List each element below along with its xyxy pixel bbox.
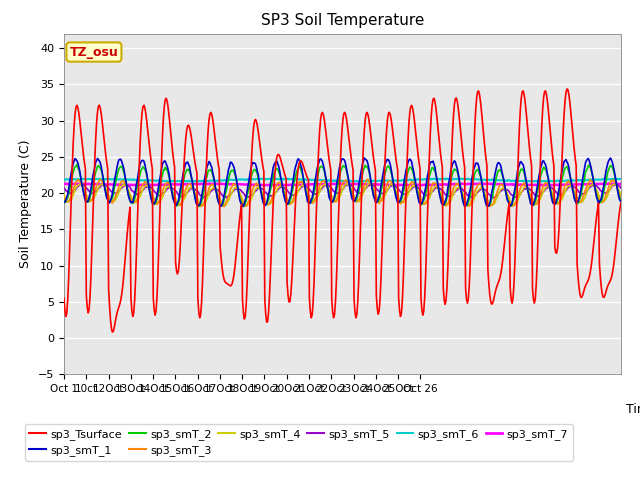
Line: sp3_smT_6: sp3_smT_6: [64, 179, 621, 181]
sp3_smT_5: [313, 191, 321, 196]
sp3_smT_1: [60, 199, 68, 204]
sp3_smT_4: [159, 194, 166, 200]
sp3_smT_1: [389, 178, 397, 184]
sp3_smT_3: [481, 193, 489, 199]
sp3_smT_2: [73, 162, 81, 168]
Line: sp3_smT_1: sp3_smT_1: [64, 158, 621, 206]
sp3_smT_7: [60, 181, 68, 187]
sp3_smT_1: [159, 161, 166, 167]
sp3_smT_6: [480, 177, 488, 182]
sp3_smT_2: [434, 180, 442, 186]
sp3_smT_3: [314, 189, 322, 194]
sp3_smT_6: [284, 176, 292, 181]
sp3_smT_3: [60, 195, 68, 201]
sp3_smT_1: [433, 175, 440, 181]
sp3_smT_1: [360, 155, 368, 161]
sp3_smT_2: [390, 182, 398, 188]
sp3_smT_3: [159, 186, 167, 192]
sp3_smT_6: [617, 176, 625, 182]
sp3_smT_4: [313, 196, 321, 202]
sp3_smT_6: [545, 179, 552, 184]
sp3_smT_5: [390, 182, 398, 188]
sp3_smT_5: [368, 181, 376, 187]
sp3_smT_3: [205, 185, 213, 191]
sp3_Tsurface: [433, 113, 440, 119]
sp3_smT_6: [159, 178, 166, 184]
sp3_smT_4: [617, 192, 625, 198]
Title: SP3 Soil Temperature: SP3 Soil Temperature: [260, 13, 424, 28]
sp3_smT_6: [60, 177, 68, 183]
sp3_Tsurface: [563, 86, 571, 92]
sp3_smT_3: [617, 195, 625, 201]
sp3_smT_7: [476, 180, 483, 186]
sp3_smT_6: [313, 177, 321, 183]
sp3_smT_4: [481, 191, 489, 197]
Line: sp3_smT_7: sp3_smT_7: [64, 183, 621, 185]
Y-axis label: Soil Temperature (C): Soil Temperature (C): [19, 140, 33, 268]
sp3_smT_1: [204, 163, 211, 169]
sp3_smT_3: [196, 204, 204, 210]
sp3_smT_7: [159, 182, 166, 188]
sp3_smT_2: [204, 168, 212, 174]
sp3_smT_4: [434, 184, 442, 190]
sp3_smT_7: [432, 182, 440, 188]
sp3_smT_7: [480, 181, 488, 187]
sp3_smT_7: [617, 181, 625, 187]
sp3_smT_7: [204, 181, 211, 187]
sp3_smT_4: [60, 192, 68, 197]
sp3_smT_7: [541, 182, 548, 188]
sp3_smT_3: [97, 177, 104, 182]
sp3_smT_4: [219, 203, 227, 209]
sp3_smT_2: [60, 198, 68, 204]
sp3_smT_5: [434, 184, 442, 190]
sp3_Tsurface: [60, 295, 68, 301]
sp3_smT_3: [390, 184, 398, 190]
sp3_smT_3: [434, 184, 442, 190]
sp3_Tsurface: [159, 114, 167, 120]
sp3_Tsurface: [313, 194, 321, 200]
sp3_smT_5: [200, 195, 208, 201]
sp3_smT_2: [159, 167, 167, 173]
sp3_smT_5: [159, 191, 166, 196]
Line: sp3_Tsurface: sp3_Tsurface: [64, 89, 621, 332]
Text: TZ_osu: TZ_osu: [70, 46, 118, 59]
sp3_smT_6: [389, 178, 397, 183]
sp3_Tsurface: [204, 128, 212, 134]
sp3_Tsurface: [480, 138, 488, 144]
sp3_smT_4: [390, 184, 398, 190]
sp3_smT_7: [312, 181, 320, 187]
sp3_smT_2: [314, 172, 322, 178]
Line: sp3_smT_4: sp3_smT_4: [64, 183, 621, 206]
sp3_smT_5: [204, 192, 212, 198]
sp3_smT_6: [204, 178, 211, 184]
sp3_smT_5: [617, 185, 625, 191]
sp3_smT_1: [312, 174, 320, 180]
Line: sp3_smT_2: sp3_smT_2: [64, 165, 621, 207]
Line: sp3_smT_3: sp3_smT_3: [64, 180, 621, 207]
sp3_smT_5: [60, 185, 68, 191]
sp3_smT_1: [461, 204, 468, 209]
sp3_smT_2: [481, 196, 489, 202]
sp3_Tsurface: [617, 200, 625, 206]
Legend: sp3_Tsurface, sp3_smT_1, sp3_smT_2, sp3_smT_3, sp3_smT_4, sp3_smT_5, sp3_smT_6, : sp3_Tsurface, sp3_smT_1, sp3_smT_2, sp3_…: [25, 424, 573, 460]
sp3_Tsurface: [389, 132, 397, 137]
sp3_smT_2: [239, 204, 247, 210]
Text: Time: Time: [627, 403, 640, 416]
Line: sp3_smT_5: sp3_smT_5: [64, 184, 621, 198]
sp3_smT_5: [481, 187, 489, 193]
sp3_smT_1: [617, 199, 625, 204]
sp3_smT_2: [617, 197, 625, 203]
sp3_smT_1: [481, 197, 489, 203]
sp3_smT_4: [204, 196, 211, 202]
sp3_smT_6: [433, 176, 440, 182]
sp3_Tsurface: [109, 329, 116, 335]
sp3_smT_4: [344, 180, 351, 186]
sp3_smT_7: [388, 182, 396, 188]
